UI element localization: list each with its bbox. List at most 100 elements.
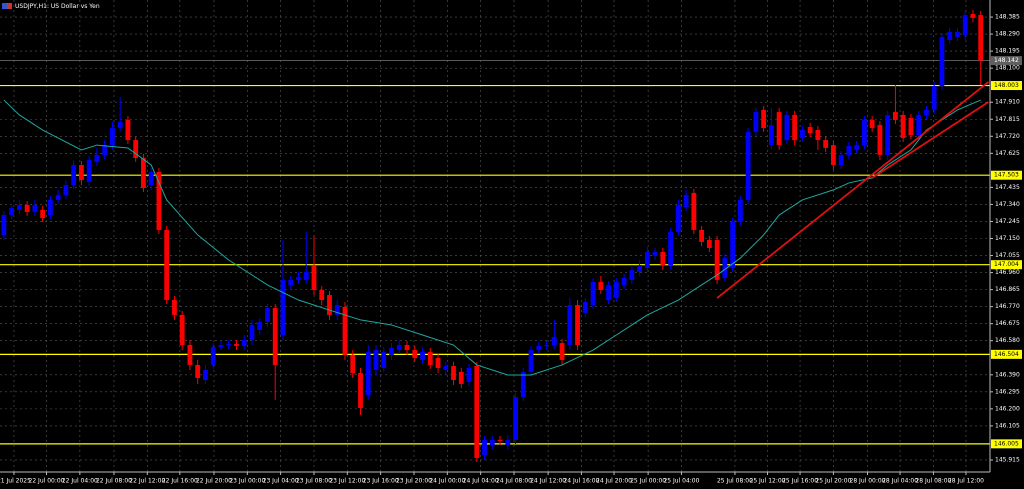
candle-body — [241, 340, 247, 346]
candle-body — [303, 272, 309, 280]
y-tick-label: 147.150 — [995, 235, 1020, 242]
candle-body — [699, 229, 705, 242]
candle-body — [381, 352, 387, 368]
y-tick-label: 148.195 — [995, 48, 1020, 55]
candle-body — [916, 114, 922, 136]
candle-body — [737, 199, 743, 223]
candle-body — [458, 371, 464, 384]
y-tick-label: 147.340 — [995, 201, 1020, 208]
trend-line — [716, 81, 990, 299]
x-tick-label: 28 Jul 04:00 — [882, 478, 918, 485]
candle-body — [497, 439, 503, 441]
x-tick-label: 25 Jul 04:00 — [663, 478, 699, 485]
x-tick-label: 25 Jul 16:00 — [782, 478, 818, 485]
y-tick-label: 145.915 — [995, 456, 1020, 463]
x-tick-label: 24 Jul 08:00 — [496, 478, 532, 485]
candle-body — [396, 345, 402, 351]
y-tick-label: 146.770 — [995, 303, 1020, 310]
candle-body — [110, 128, 115, 146]
level-label-box — [991, 260, 1022, 270]
candle-body — [40, 209, 46, 219]
candle-body — [931, 86, 937, 110]
candle-body — [78, 164, 84, 181]
candle-body — [71, 164, 77, 186]
candle-body — [164, 229, 170, 301]
candle-body — [420, 352, 425, 360]
candle-body — [334, 305, 340, 315]
candle-body — [706, 239, 712, 249]
candle-body — [218, 345, 224, 348]
candle-body — [598, 281, 604, 290]
y-tick-label: 147.625 — [995, 150, 1020, 157]
y-tick-label: 148.100 — [995, 65, 1020, 72]
x-tick-label: 28 Jul 12:00 — [948, 478, 984, 485]
y-tick-label: 146.295 — [995, 388, 1020, 395]
candle-body — [683, 194, 689, 207]
candle-body — [862, 119, 867, 146]
x-tick-label: 24 Jul 04:00 — [463, 478, 499, 485]
candle-body — [551, 336, 557, 346]
candle-body — [86, 159, 92, 183]
level-label-box — [991, 81, 1022, 91]
y-tick-label: 147.055 — [995, 252, 1020, 259]
candle-body — [102, 145, 108, 155]
candle-body — [637, 265, 642, 273]
candle-body — [815, 130, 821, 141]
x-tick-label: 23 Jul 08:00 — [296, 478, 332, 485]
candle-body — [466, 367, 472, 382]
y-tick-label: 147.815 — [995, 116, 1020, 123]
candle-body — [94, 154, 100, 162]
x-tick-label: 25 Jul 00:00 — [630, 478, 666, 485]
candle-body — [125, 119, 131, 141]
candle-body — [955, 31, 960, 37]
candle-body — [838, 154, 844, 165]
candle-body — [582, 301, 588, 313]
candle-body — [730, 222, 736, 268]
candle-body — [443, 366, 449, 370]
candle-body — [342, 307, 348, 355]
trend-line — [871, 101, 989, 179]
x-tick-label: 23 Jul 00:00 — [229, 478, 265, 485]
candle-body — [877, 124, 883, 155]
level-label-box — [991, 349, 1022, 359]
x-tick-label: 22 Jul 04:00 — [62, 478, 98, 485]
candle-body — [567, 305, 573, 346]
marks — [1, 10, 984, 462]
candle-body — [784, 114, 790, 141]
candle-body — [691, 192, 697, 230]
level-label: 146.504 — [994, 351, 1019, 358]
candle-body — [823, 140, 829, 148]
symbol-icon — [2, 3, 7, 9]
level-label: 147.503 — [994, 172, 1019, 179]
x-tick-label: 23 Jul 20:00 — [396, 478, 432, 485]
candle-body — [854, 145, 860, 150]
candle-body — [528, 350, 534, 372]
x-tick-label: 24 Jul 00:00 — [429, 478, 465, 485]
x-tick-label: 25 Jul 12:00 — [750, 478, 786, 485]
candle-body — [559, 343, 565, 360]
candle-body — [575, 305, 580, 346]
candle-body — [24, 204, 30, 212]
x-tick-label: 22 Jul 08:00 — [96, 478, 132, 485]
x-tick-label: 23 Jul 12:00 — [329, 478, 365, 485]
symbol-icon — [7, 3, 12, 9]
y-tick-label: 146.390 — [995, 371, 1020, 378]
y-tick-label: 146.960 — [995, 269, 1020, 276]
candle-body — [970, 13, 976, 18]
candle-body — [9, 208, 15, 216]
candle-body — [296, 277, 301, 280]
candle-body — [435, 357, 441, 368]
candle-body — [117, 121, 123, 129]
x-tick-label: 22 Jul 00:00 — [29, 478, 65, 485]
candle-body — [893, 112, 898, 120]
level-label: 146.005 — [994, 440, 1019, 447]
candle-body — [63, 185, 69, 195]
candle-body — [590, 281, 596, 306]
x-tick-label: 22 Jul 12:00 — [129, 478, 165, 485]
candle-body — [745, 131, 751, 200]
candle-body — [613, 281, 619, 299]
candle-body — [675, 204, 681, 233]
candle-body — [513, 397, 518, 440]
